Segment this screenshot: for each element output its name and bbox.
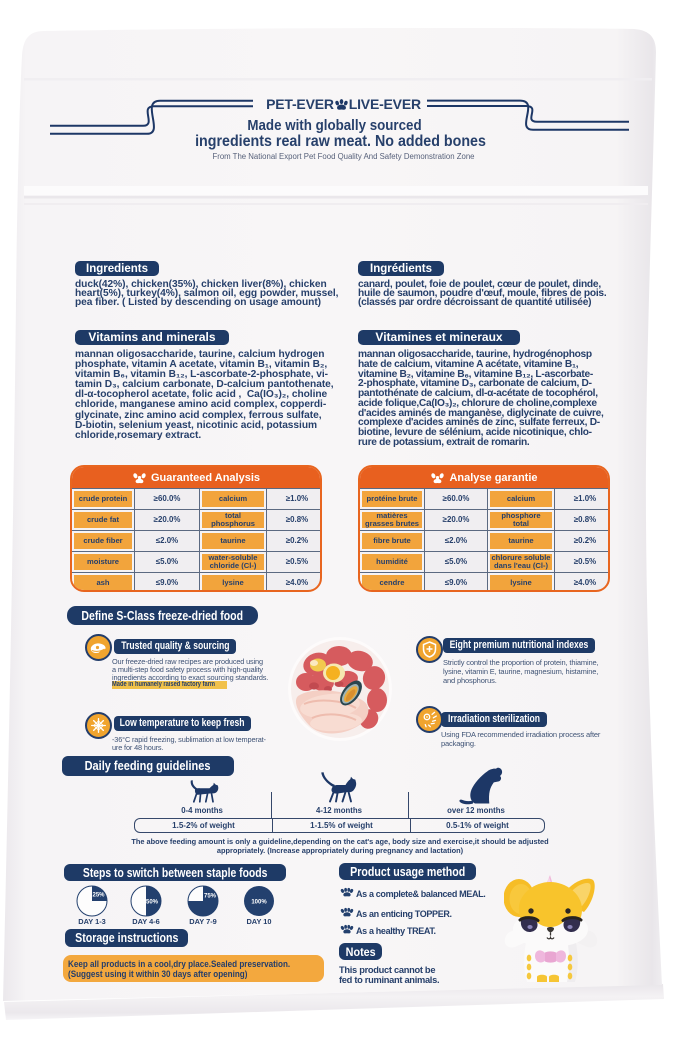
- svg-text:25%: 25%: [92, 893, 105, 899]
- svg-text:75%: 75%: [204, 894, 217, 900]
- svg-text:50%: 50%: [146, 900, 159, 906]
- svg-text:100%: 100%: [251, 900, 267, 906]
